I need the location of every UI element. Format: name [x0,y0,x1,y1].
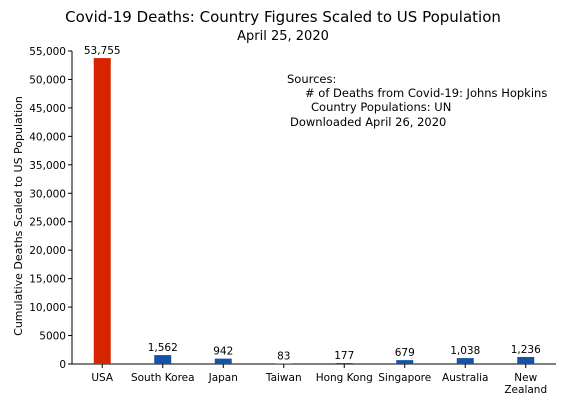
data-label: 1,236 [511,344,541,356]
chart-subtitle: April 25, 2020 [237,29,329,44]
bar [517,356,535,364]
data-label: 1,038 [450,345,480,357]
y-tick-label: 55,000 [29,46,66,58]
y-tick-label: 5000 [39,331,66,343]
y-tick-label: 40,000 [29,131,66,143]
sources-annotation: Sources: # of Deaths from Covid-19: John… [287,72,547,129]
annotation-line: # of Deaths from Covid-19: Johns Hopkins [305,86,547,100]
chart-title: Covid-19 Deaths: Country Figures Scaled … [65,8,501,26]
bar [154,355,172,364]
y-tick-label: 45,000 [29,103,66,115]
x-tick-label: Taiwan [265,372,302,384]
data-label: 177 [334,350,354,362]
y-tick-label: 20,000 [29,245,66,257]
y-tick-label: 50,000 [29,74,66,86]
x-tick-label: Hong Kong [316,372,373,384]
y-tick-label: 0 [59,359,66,371]
data-label: 679 [395,347,415,359]
bar [214,358,232,364]
bar [335,362,353,364]
data-label: 1,562 [148,342,178,354]
y-tick-label: 15,000 [29,274,66,286]
x-tick-label: South Korea [131,372,195,384]
plot-area: 0 5000 10,000 15,000 20,000 25,000 30,000 35,00… [29,45,556,396]
y-tick-label: 35,000 [29,160,66,172]
x-tick-label: New [514,372,537,384]
x-tick-label: USA [91,372,114,384]
x-tick-label: Australia [442,372,488,384]
annotation-line: Sources: [287,72,336,86]
x-tick-label: Japan [208,372,238,384]
data-label: 942 [213,346,233,358]
annotation-line: Downloaded April 26, 2020 [290,115,446,129]
y-tick-label: 10,000 [29,302,66,314]
y-tick-label: 25,000 [29,217,66,229]
x-tick-label: Singapore [378,372,431,384]
bar [93,58,111,365]
x-tick-label: Zealand [504,384,547,396]
annotation-line: Country Populations: UN [311,100,451,114]
bar [396,360,414,364]
y-axis-label: Cumulative Deaths Scaled to US Populatio… [12,96,25,336]
bar [456,358,474,364]
data-label: 53,755 [84,45,121,57]
y-tick-label: 30,000 [29,188,66,200]
data-label: 83 [277,351,290,363]
